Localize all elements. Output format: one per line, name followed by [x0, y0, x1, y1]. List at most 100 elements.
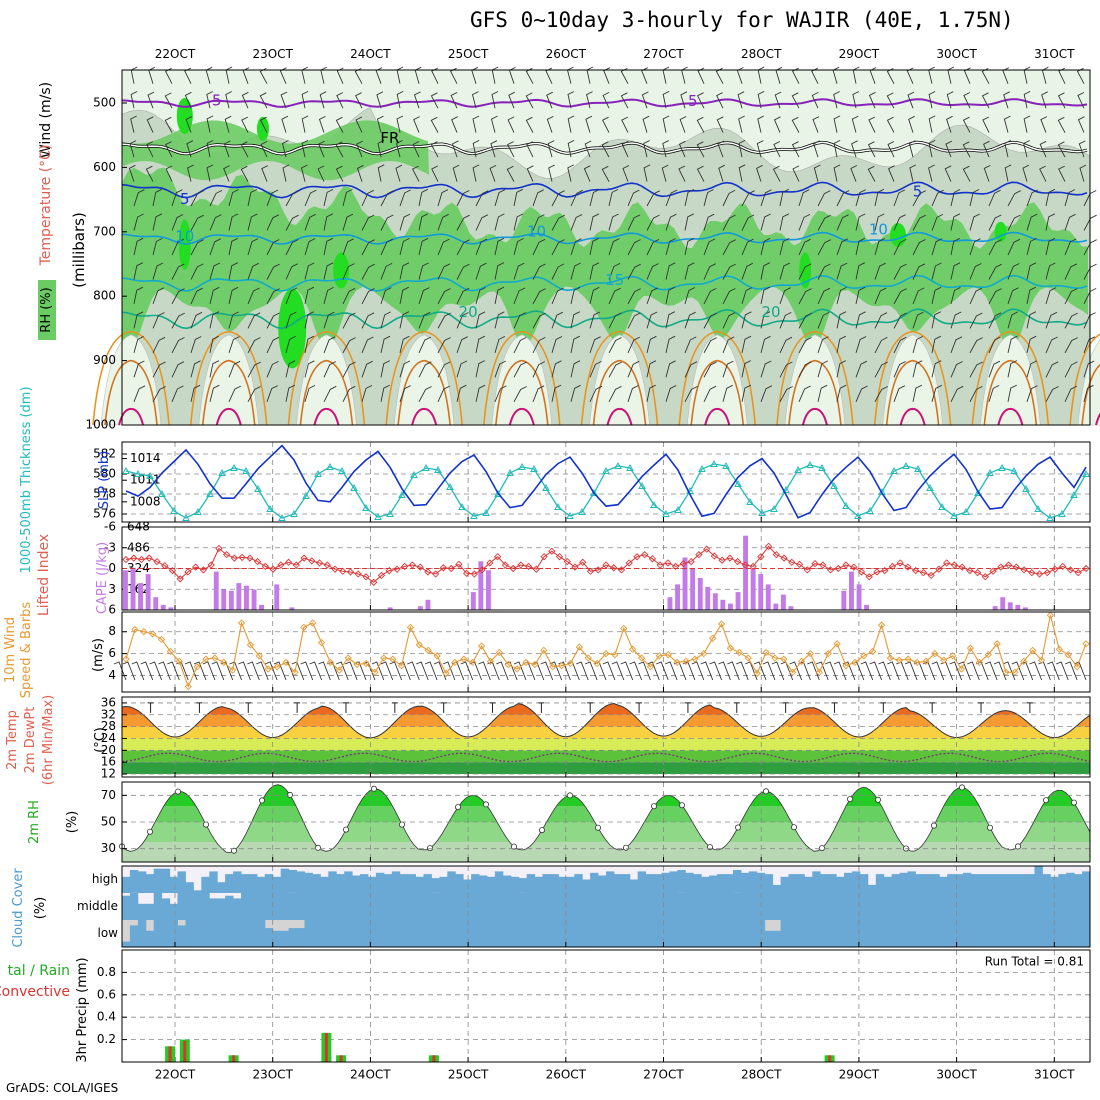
wind-barb	[570, 335, 581, 353]
wind-barb	[779, 287, 791, 305]
lifted-index-point	[648, 555, 657, 563]
surface-wind-barb	[1029, 661, 1043, 681]
lifted-index-point	[842, 561, 850, 569]
lifted-index-point	[517, 561, 525, 569]
cloud-bar	[510, 893, 520, 920]
wind-barb	[608, 238, 620, 256]
lifted-index-point	[958, 563, 966, 571]
cloud-bar	[725, 920, 734, 947]
temp-band	[122, 726, 1090, 739]
cloud-bar	[764, 930, 774, 947]
isotherm-label: FR	[380, 129, 399, 147]
surface-wind-barb	[824, 661, 838, 681]
wind-barb	[567, 91, 575, 109]
cloud-bar	[613, 874, 623, 893]
cloud-bar	[447, 871, 456, 893]
wind-barb	[969, 361, 983, 378]
cloud-bar	[685, 893, 694, 920]
wind-barb	[627, 239, 641, 256]
thickness-point	[794, 465, 802, 473]
cloud-bar	[1034, 866, 1043, 893]
cloud-bar	[137, 871, 147, 893]
wind-barb	[662, 115, 670, 133]
lifted-index-point	[679, 560, 688, 568]
cape-frame	[121, 526, 1091, 611]
wind-barb	[551, 384, 562, 402]
wind-barb	[342, 337, 356, 354]
surface-wind-barb	[967, 661, 980, 681]
cloud-bar	[733, 870, 742, 893]
thickness-point	[746, 497, 754, 505]
wind-barb	[798, 213, 811, 231]
wind-barb	[323, 188, 334, 207]
rh-point	[567, 792, 574, 799]
cloud-bar	[368, 876, 377, 893]
isotherm-25-arc	[92, 330, 170, 426]
rh-dry-dome	[589, 334, 650, 426]
wind-barb	[1007, 190, 1021, 207]
wind-barb	[662, 140, 670, 158]
lifted-index-point	[811, 560, 819, 568]
wind-barb	[489, 164, 497, 182]
wind-barb	[1026, 360, 1038, 378]
wind-barb	[266, 263, 280, 280]
wind-barb	[1002, 67, 1010, 84]
wind-speed-point	[540, 646, 548, 654]
wind-barb	[589, 360, 602, 378]
wind-barb	[567, 115, 575, 133]
lifted-index-point	[726, 554, 734, 562]
rh-dry-dome	[393, 334, 455, 426]
wind-barb	[375, 67, 383, 84]
wind-barb	[589, 262, 600, 280]
precip-tick-label: 0.2	[97, 1032, 116, 1046]
surface-wind-barb	[664, 661, 678, 681]
lifted-index-point	[354, 570, 362, 578]
bottom-date-label: 28OCT	[741, 1068, 782, 1082]
cloud-bar	[963, 893, 972, 920]
thickness-tick-label: 578	[93, 487, 116, 501]
cloud-bar	[1002, 893, 1012, 920]
chart-title: GFS 0~10day 3-hourly for WAJIR (40E, 1.7…	[470, 8, 1014, 32]
rh-point	[510, 843, 517, 850]
cloud-bar	[463, 920, 472, 947]
surface-wind-barb	[442, 661, 456, 681]
surface-wind-barb	[691, 661, 705, 681]
wind-barb	[584, 140, 592, 158]
cloud-bar	[955, 920, 964, 947]
cloud-bar	[923, 893, 932, 920]
lifted-index-point	[339, 567, 347, 575]
wind-barb	[513, 336, 527, 354]
temp-whisker	[440, 702, 447, 713]
wind-speed-point	[1029, 646, 1037, 654]
wind-barb	[532, 336, 546, 354]
cloud-bar	[233, 871, 242, 893]
wind-speed-point	[700, 650, 708, 658]
wind-barb	[513, 188, 524, 207]
wind-barb	[171, 361, 185, 378]
cloud-layer-label: middle	[77, 899, 118, 913]
thickness-point	[1082, 469, 1090, 477]
lifted-index-point	[199, 566, 208, 574]
wind-barb	[586, 91, 593, 109]
cloud-bar	[542, 893, 551, 920]
wind-barb	[513, 312, 526, 329]
wind-speed-point	[1055, 645, 1063, 653]
cloud-bar	[820, 893, 829, 920]
wind-barb	[772, 165, 781, 182]
temp-whisker	[733, 702, 740, 713]
wind-barb	[399, 262, 410, 280]
wind-barb	[722, 384, 733, 402]
wind-speed-point	[575, 643, 583, 651]
wind-barb	[988, 214, 1002, 231]
wind-barb	[661, 164, 669, 182]
wind-barb	[1077, 116, 1085, 133]
wind-barb	[722, 263, 736, 280]
lifted-index-point	[370, 578, 378, 586]
wind-barb	[304, 335, 315, 353]
lifted-index-point	[710, 552, 719, 560]
cloud-bar	[693, 874, 702, 893]
temp2m-tick-label: 16	[101, 755, 116, 769]
wind-barb	[380, 238, 394, 256]
wind-barb	[323, 336, 336, 354]
